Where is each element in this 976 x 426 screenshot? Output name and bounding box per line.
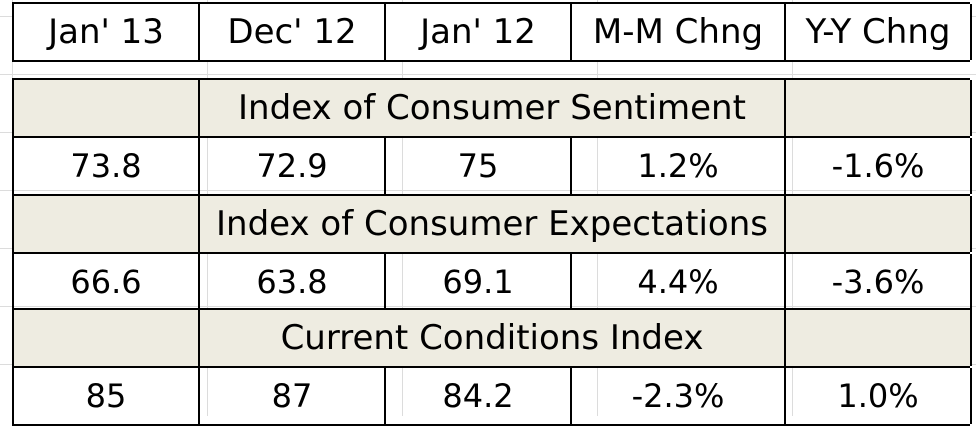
value-cell: 85: [14, 368, 200, 424]
section-title-spacer: [786, 80, 972, 136]
value-cell: 66.6: [14, 254, 200, 310]
table-row: 73.8 72.9 75 1.2% -1.6%: [14, 138, 972, 196]
current-conditions-section: Current Conditions Index 85 87 84.2 -2.3…: [12, 308, 972, 426]
section-title-spacer: [786, 196, 972, 252]
section-title: Index of Consumer Sentiment: [200, 80, 786, 136]
value-cell: 84.2: [386, 368, 572, 424]
value-cell: 69.1: [386, 254, 572, 310]
column-header-table: Jan' 13 Dec' 12 Jan' 12 M-M Chng Y-Y Chn…: [12, 2, 972, 62]
table-row: 66.6 63.8 69.1 4.4% -3.6%: [14, 254, 972, 312]
table-row: 85 87 84.2 -2.3% 1.0%: [14, 368, 972, 426]
section-title-spacer: [786, 310, 972, 366]
column-header-jan13: Jan' 13: [14, 4, 200, 60]
section-title-row: Current Conditions Index: [14, 310, 972, 368]
section-title-spacer: [14, 196, 200, 252]
value-cell: 75: [386, 138, 572, 194]
section-title: Index of Consumer Expectations: [200, 196, 786, 252]
value-cell: 72.9: [200, 138, 386, 194]
value-cell: 73.8: [14, 138, 200, 194]
value-cell: -1.6%: [786, 138, 972, 194]
section-title: Current Conditions Index: [200, 310, 786, 366]
section-title-row: Index of Consumer Expectations: [14, 196, 972, 254]
sentiment-section: Index of Consumer Sentiment 73.8 72.9 75…: [12, 78, 972, 196]
section-title-row: Index of Consumer Sentiment: [14, 80, 972, 138]
value-cell: 63.8: [200, 254, 386, 310]
value-cell: -2.3%: [572, 368, 786, 424]
column-header-dec12: Dec' 12: [200, 4, 386, 60]
value-cell: 4.4%: [572, 254, 786, 310]
column-header-jan12: Jan' 12: [386, 4, 572, 60]
column-header-row: Jan' 13 Dec' 12 Jan' 12 M-M Chng Y-Y Chn…: [14, 4, 972, 62]
column-header-yy-change: Y-Y Chng: [786, 4, 972, 60]
value-cell: -3.6%: [786, 254, 972, 310]
value-cell: 87: [200, 368, 386, 424]
column-header-mm-change: M-M Chng: [572, 4, 786, 60]
value-cell: 1.0%: [786, 368, 972, 424]
value-cell: 1.2%: [572, 138, 786, 194]
section-title-spacer: [14, 80, 200, 136]
section-title-spacer: [14, 310, 200, 366]
expectations-section: Index of Consumer Expectations 66.6 63.8…: [12, 194, 972, 312]
